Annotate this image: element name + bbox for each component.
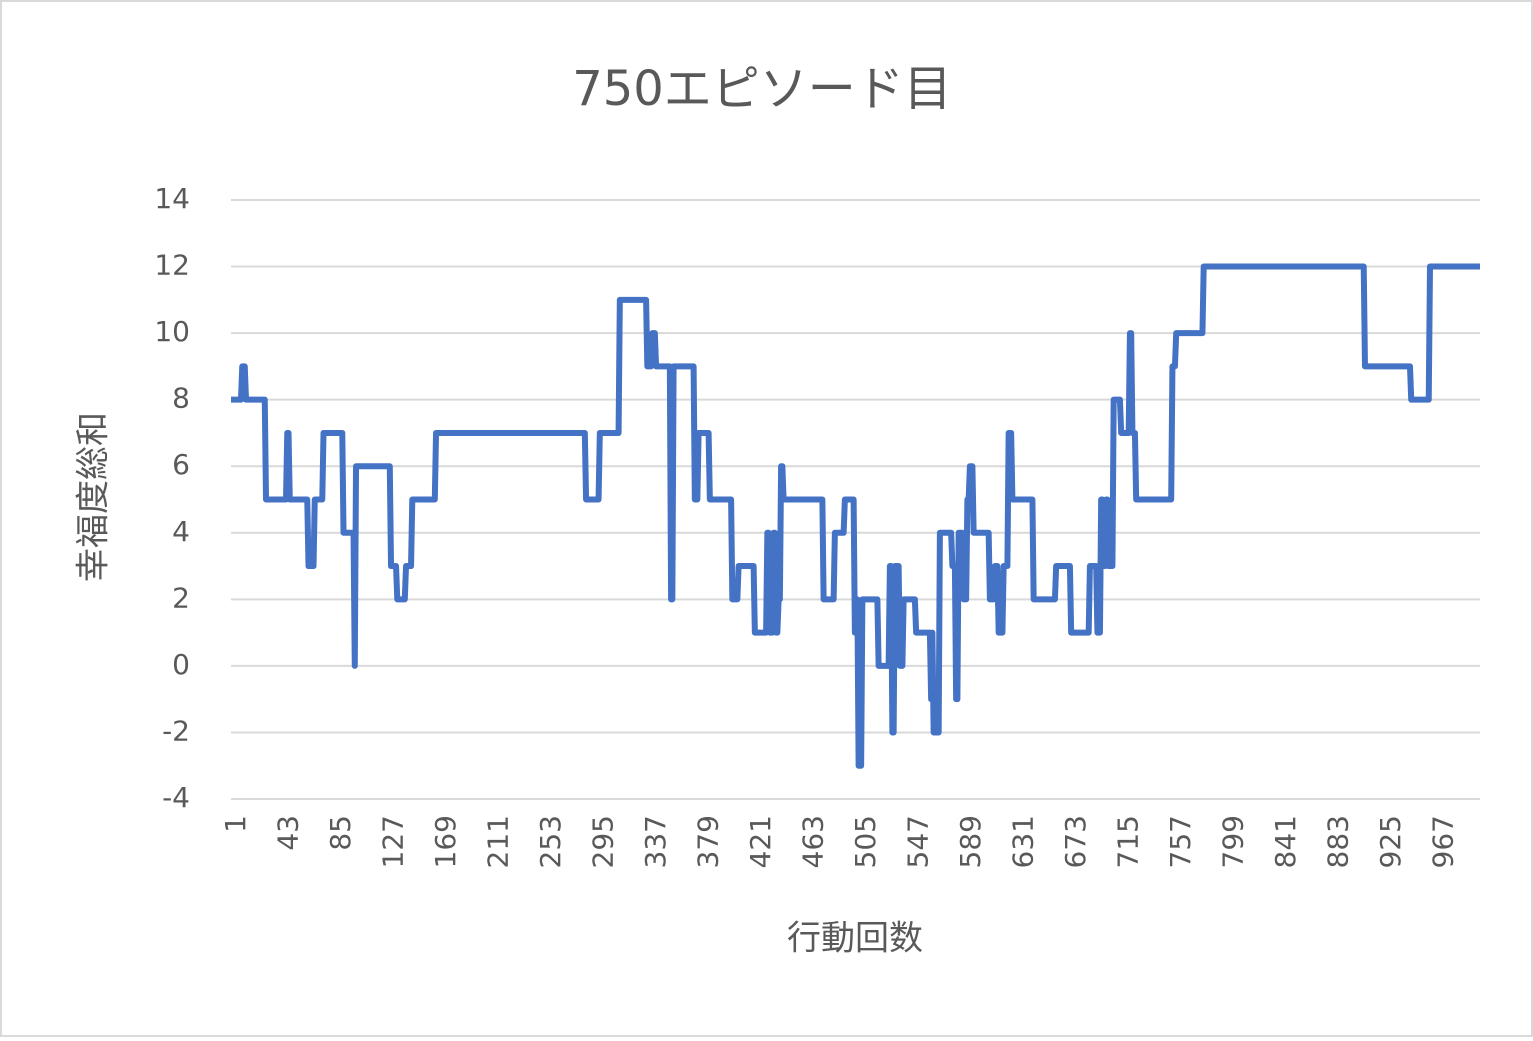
- x-tick-label: 43: [272, 815, 305, 851]
- x-tick-label: 127: [377, 815, 410, 868]
- y-tick-label: 2: [172, 581, 190, 614]
- y-axis-label: 幸福度総和: [74, 412, 114, 582]
- x-tick-label: 883: [1322, 815, 1355, 868]
- x-tick-label: 673: [1059, 815, 1092, 868]
- x-tick-label: 463: [797, 815, 830, 868]
- x-tick-label: 841: [1269, 815, 1302, 868]
- y-tick-label: 10: [154, 315, 190, 348]
- x-tick-label: 589: [954, 815, 987, 868]
- x-tick-label: 379: [692, 815, 725, 868]
- y-tick-label: 4: [172, 515, 190, 548]
- y-tick-label: 12: [154, 249, 190, 282]
- x-tick-label: 337: [639, 815, 672, 868]
- y-tick-label: -2: [162, 714, 190, 747]
- x-tick-label: 211: [482, 815, 515, 868]
- x-tick-label: 85: [324, 815, 357, 851]
- y-tick-label: 8: [172, 382, 190, 415]
- x-tick-label: 925: [1374, 815, 1407, 868]
- x-tick-label: 505: [849, 815, 882, 868]
- x-tick-label: 631: [1007, 815, 1040, 868]
- x-tick-label: 799: [1217, 815, 1250, 868]
- x-tick-label: 547: [902, 815, 935, 868]
- y-tick-label: 14: [154, 182, 190, 215]
- chart-title: 750エピソード目: [572, 61, 952, 117]
- x-tick-label: 295: [587, 815, 620, 868]
- y-tick-label: 6: [172, 448, 190, 481]
- x-tick-label: 967: [1427, 815, 1460, 868]
- x-tick-label: 715: [1112, 815, 1145, 868]
- x-tick-label: 757: [1164, 815, 1197, 868]
- x-tick-label: 169: [429, 815, 462, 868]
- x-tick-label: 1: [219, 815, 252, 833]
- x-tick-label: 421: [744, 815, 777, 868]
- y-tick-label: -4: [162, 781, 190, 814]
- x-axis-label: 行動回数: [787, 919, 923, 959]
- x-tick-label: 253: [534, 815, 567, 868]
- y-tick-label: 0: [172, 648, 190, 681]
- data-line: [231, 263, 1480, 769]
